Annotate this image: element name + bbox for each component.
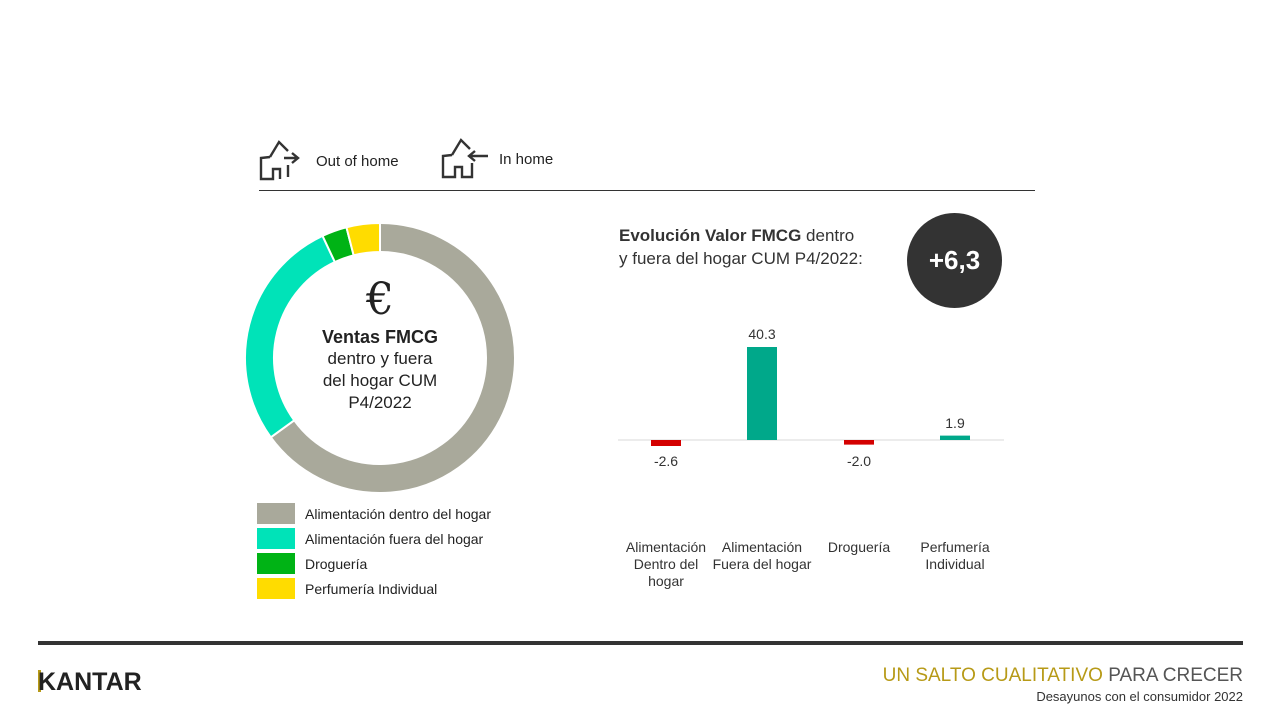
legend-item: Alimentación dentro del hogar [257,503,491,524]
bar [651,440,681,446]
legend-item: Droguería [257,553,367,574]
kantar-logo: KANTAR [38,668,142,696]
euro-icon: € [366,274,394,325]
bar [844,440,874,445]
footer-divider [38,641,1243,645]
bar [747,347,777,440]
footer-tagline: UN SALTO CUALITATIVO PARA CRECER [883,665,1243,687]
donut-center-text-3: P4/2022 [348,393,412,412]
bar [940,435,970,440]
legend-label: Alimentación dentro del hogar [305,505,492,522]
legend-swatch [257,553,295,574]
category-label: Perfumería Individual [920,539,990,572]
tagline-gold: UN SALTO CUALITATIVO [882,665,1103,686]
legend-swatch [257,503,295,524]
donut-center-text-2: del hogar CUM [322,371,438,390]
legend-item: Alimentación fuera del hogar [257,528,483,549]
legend-label: Droguería [305,555,368,572]
header-divider [259,190,1035,191]
bar-chart-title: Evolución Valor FMCG dentro y fuera del … [619,224,863,270]
data-label: -2.0 [846,453,872,469]
category-label: Alimentación Dentro del hogar [625,539,707,589]
bar-title-rest-1: dentro [801,226,855,245]
tagline-gray: PARA CRECER [1102,665,1243,686]
legend-label: Alimentación fuera del hogar [305,530,484,547]
bar-title-rest-2: y fuera del hogar CUM P4/2022: [619,249,863,268]
donut-center: € Ventas FMCG dentro y fuera del hogar C… [300,278,460,414]
donut-slice [345,221,381,257]
legend-item: Perfumería Individual [257,578,437,599]
donut-center-text-1: dentro y fuera [327,349,433,368]
donut-slice [269,221,516,494]
house-arrow-in-icon [441,138,488,179]
legend-label: Perfumería Individual [305,580,438,597]
data-label: 40.3 [748,326,776,342]
footer-subtitle: Desayunos con el consumidor 2022 [1036,689,1243,704]
total-badge: +6,3 [907,213,1002,308]
category-label: Alimentación Fuera del hogar [712,539,812,572]
in-home-label: In home [499,151,554,168]
legend-swatch [257,528,295,549]
donut-center-title: Ventas FMCG [321,327,439,347]
data-label: 1.9 [945,414,965,431]
category-label: Droguería [827,539,891,555]
bar-title-bold: Evolución Valor FMCG [619,226,802,245]
legend-swatch [257,578,295,599]
data-label: -2.6 [653,453,679,469]
donut-chart [244,221,516,494]
out-of-home-label: Out of home [316,153,399,170]
house-arrow-out-icon [259,140,300,181]
